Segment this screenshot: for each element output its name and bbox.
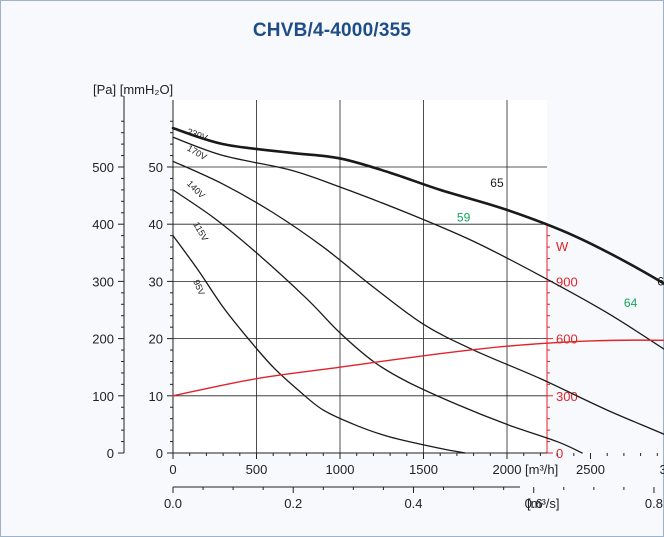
pressure-curve-170v xyxy=(172,136,664,350)
x-unit-label-m3h: [m³/h] xyxy=(525,462,558,477)
mmh2o-tick-label: 30 xyxy=(149,274,163,289)
annotation-label: 64 xyxy=(624,296,638,310)
pa-tick-label: 300 xyxy=(92,274,114,289)
mmh2o-tick-label: 20 xyxy=(149,332,163,347)
pa-tick-label: 100 xyxy=(92,389,114,404)
m3s-tick-label: 0.6 xyxy=(525,496,543,511)
annotation-label: 65 xyxy=(490,176,504,190)
y-left-unit-label: [Pa] [mmH₂O] xyxy=(93,82,173,97)
pressure-curve-95v xyxy=(172,234,466,454)
mmh2o-tick-label: 0 xyxy=(156,446,163,461)
pressure-curve-230v xyxy=(171,126,664,286)
w-tick-label: 900 xyxy=(556,274,578,289)
m3h-tick-label: 3000 xyxy=(660,462,664,477)
pa-tick-label: 200 xyxy=(92,332,114,347)
w-tick-label: 600 xyxy=(556,332,578,347)
m3h-tick-label: 500 xyxy=(246,462,268,477)
m3h-tick-label: 2000 xyxy=(493,462,522,477)
pa-tick-label: 400 xyxy=(92,217,114,232)
annotation-label: 63 xyxy=(657,274,664,288)
pa-tick-label: 0 xyxy=(107,446,114,461)
power-curve-230v xyxy=(172,339,664,397)
m3h-tick-label: 1000 xyxy=(326,462,355,477)
m3h-tick-label: 1500 xyxy=(409,462,438,477)
m3s-tick-label: 0.8 xyxy=(645,496,663,511)
mmh2o-tick-label: 10 xyxy=(149,389,163,404)
annotation-label: 59 xyxy=(457,210,471,224)
m3h-tick-label: 2500 xyxy=(576,462,605,477)
m3s-tick-label: 0.4 xyxy=(404,496,422,511)
y-right-unit-label: W xyxy=(556,239,569,254)
w-tick-label: 300 xyxy=(556,389,578,404)
m3s-tick-label: 0.0 xyxy=(164,496,182,511)
pressure-curve-140v xyxy=(172,160,664,435)
pa-tick-label: 500 xyxy=(92,160,114,175)
mmh2o-tick-label: 40 xyxy=(149,217,163,232)
m3h-tick-label: 0 xyxy=(169,462,176,477)
w-tick-label: 0 xyxy=(556,446,563,461)
m3s-tick-label: 0.2 xyxy=(284,496,302,511)
chart-title: CHVB/4-4000/355 xyxy=(252,20,412,41)
mmh2o-tick-label: 50 xyxy=(149,160,163,175)
pressure-curve-115v xyxy=(172,189,583,454)
x-unit-label-m3s: [m³/s] xyxy=(527,496,560,511)
